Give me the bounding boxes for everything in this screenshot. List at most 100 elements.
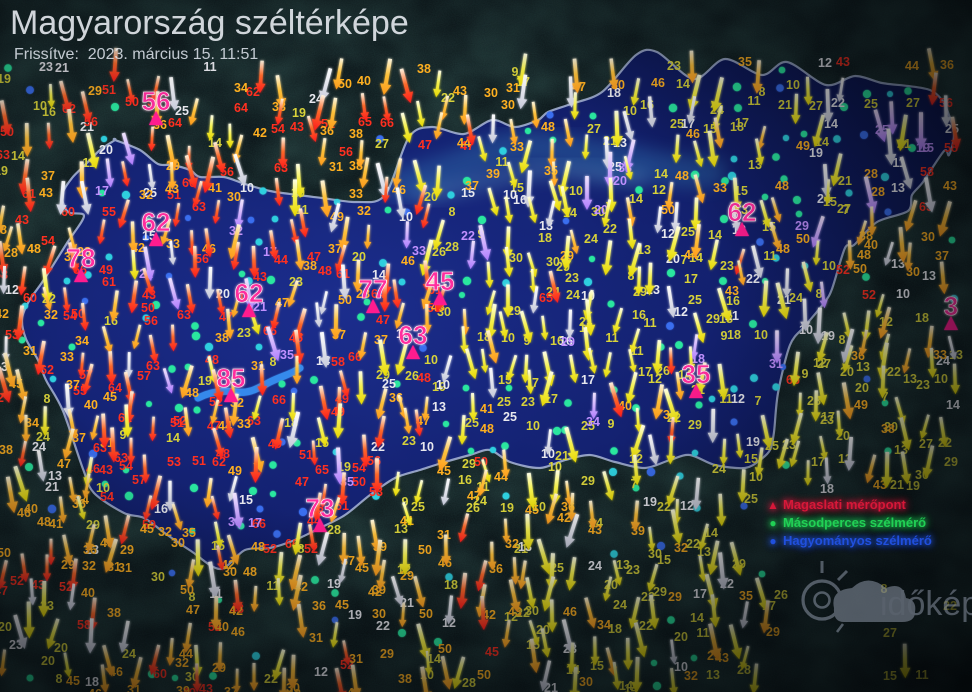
- svg-text:33: 33: [166, 237, 180, 251]
- svg-text:48: 48: [417, 371, 431, 385]
- svg-text:40: 40: [84, 398, 98, 412]
- svg-text:22: 22: [686, 537, 700, 551]
- svg-text:50: 50: [477, 668, 491, 682]
- svg-text:31: 31: [309, 631, 323, 645]
- svg-text:10: 10: [896, 287, 910, 301]
- svg-text:9: 9: [802, 367, 809, 381]
- svg-text:10: 10: [822, 259, 836, 273]
- svg-text:33: 33: [510, 140, 524, 154]
- svg-text:51: 51: [102, 83, 116, 97]
- svg-text:14: 14: [629, 192, 643, 206]
- svg-text:33: 33: [713, 181, 727, 195]
- svg-text:54: 54: [63, 309, 77, 323]
- svg-text:48: 48: [27, 242, 41, 256]
- svg-text:48: 48: [251, 540, 265, 554]
- svg-text:19: 19: [0, 164, 8, 178]
- svg-text:11: 11: [915, 668, 928, 682]
- svg-text:85: 85: [217, 363, 246, 393]
- svg-text:17: 17: [95, 184, 109, 198]
- svg-text:78: 78: [67, 243, 96, 273]
- svg-text:31: 31: [329, 160, 343, 174]
- svg-text:13: 13: [891, 181, 905, 195]
- svg-text:13: 13: [903, 372, 917, 386]
- svg-text:12: 12: [652, 183, 666, 197]
- svg-text:47: 47: [418, 138, 432, 152]
- svg-text:65: 65: [539, 291, 553, 305]
- svg-text:43: 43: [39, 186, 53, 200]
- svg-text:32: 32: [674, 541, 688, 555]
- svg-text:30: 30: [171, 536, 185, 550]
- svg-text:29: 29: [400, 569, 414, 583]
- svg-text:12: 12: [818, 56, 832, 70]
- svg-text:37: 37: [328, 242, 342, 256]
- svg-text:18: 18: [915, 311, 929, 325]
- svg-text:8: 8: [839, 333, 846, 347]
- svg-text:63: 63: [177, 308, 191, 322]
- svg-text:52: 52: [862, 288, 876, 302]
- svg-text:46: 46: [563, 605, 577, 619]
- svg-text:29: 29: [668, 590, 682, 604]
- svg-text:29: 29: [944, 455, 958, 469]
- svg-text:10: 10: [33, 99, 47, 113]
- svg-text:20: 20: [41, 654, 55, 668]
- svg-text:35: 35: [738, 55, 752, 69]
- svg-text:50: 50: [438, 642, 452, 656]
- svg-text:58: 58: [920, 165, 934, 179]
- svg-text:10: 10: [569, 184, 583, 198]
- svg-text:49: 49: [796, 139, 810, 153]
- svg-text:30: 30: [223, 565, 237, 579]
- svg-text:29: 29: [795, 219, 809, 233]
- svg-text:28: 28: [445, 240, 459, 254]
- svg-text:35: 35: [739, 589, 753, 603]
- svg-text:19: 19: [292, 106, 306, 120]
- svg-text:32: 32: [684, 669, 698, 683]
- svg-text:40: 40: [24, 502, 38, 516]
- svg-text:73: 73: [306, 493, 335, 523]
- svg-text:7: 7: [843, 203, 850, 217]
- svg-text:50: 50: [853, 262, 867, 276]
- svg-text:23: 23: [667, 59, 681, 73]
- svg-text:43: 43: [199, 682, 213, 692]
- svg-text:51: 51: [299, 448, 313, 462]
- svg-text:25: 25: [864, 97, 878, 111]
- svg-text:14: 14: [708, 228, 722, 242]
- svg-text:34: 34: [597, 618, 611, 632]
- svg-text:11: 11: [747, 94, 760, 108]
- svg-text:49: 49: [228, 464, 242, 478]
- svg-text:27: 27: [906, 96, 920, 110]
- svg-text:52: 52: [263, 542, 277, 556]
- svg-text:3: 3: [944, 291, 958, 321]
- svg-text:14: 14: [654, 167, 668, 181]
- svg-text:29: 29: [380, 647, 394, 661]
- svg-text:36: 36: [312, 599, 326, 613]
- svg-text:35: 35: [682, 359, 711, 389]
- svg-text:57: 57: [137, 369, 151, 383]
- svg-text:11: 11: [643, 316, 656, 330]
- svg-text:22: 22: [376, 619, 390, 633]
- svg-text:62: 62: [728, 197, 757, 227]
- svg-text:29: 29: [581, 474, 595, 488]
- svg-text:50: 50: [0, 546, 11, 560]
- svg-text:16: 16: [458, 473, 472, 487]
- svg-text:50: 50: [419, 607, 433, 621]
- svg-text:45: 45: [485, 645, 499, 659]
- svg-text:14: 14: [676, 77, 690, 91]
- svg-text:43: 43: [836, 55, 850, 69]
- svg-text:32: 32: [357, 204, 371, 218]
- svg-text:38: 38: [0, 443, 13, 457]
- svg-text:12: 12: [314, 665, 328, 679]
- svg-text:25: 25: [681, 225, 695, 239]
- svg-text:27: 27: [587, 122, 601, 136]
- svg-text:21: 21: [778, 98, 792, 112]
- svg-text:29: 29: [688, 418, 702, 432]
- svg-text:időkép: időkép: [880, 585, 972, 623]
- svg-text:20: 20: [855, 381, 869, 395]
- svg-text:56: 56: [144, 314, 158, 328]
- svg-text:15: 15: [744, 452, 758, 466]
- svg-text:48: 48: [243, 565, 257, 579]
- svg-text:33: 33: [60, 350, 74, 364]
- svg-text:48: 48: [675, 169, 689, 183]
- svg-text:8: 8: [449, 205, 456, 219]
- svg-text:30: 30: [579, 675, 593, 689]
- svg-text:37: 37: [465, 179, 479, 193]
